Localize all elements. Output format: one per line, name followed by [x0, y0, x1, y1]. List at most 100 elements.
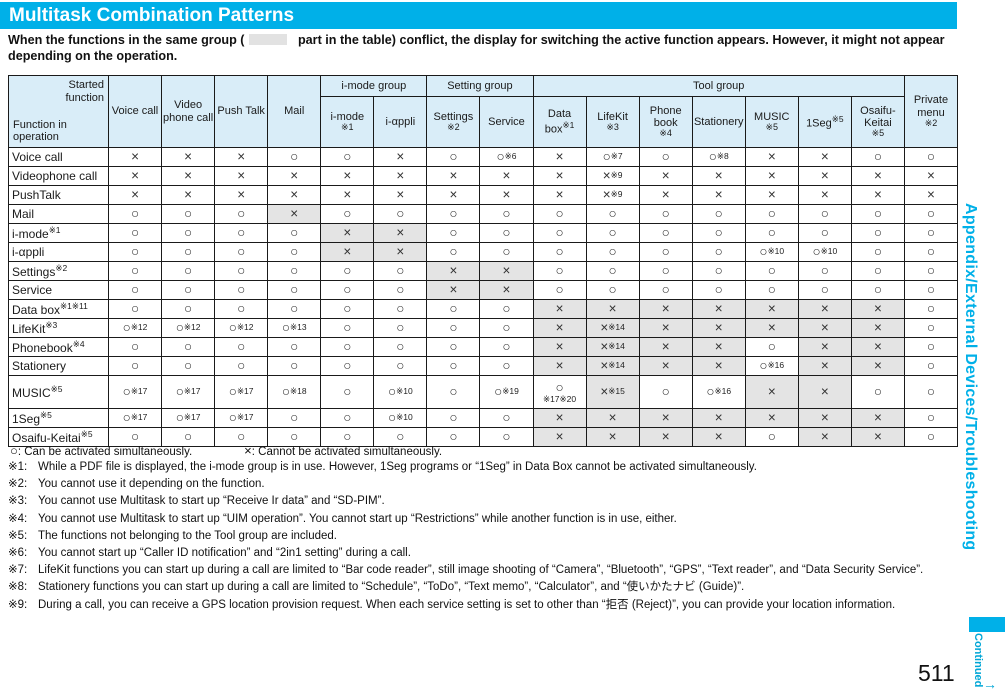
cross-symbol: ×: [555, 168, 564, 183]
circle-symbol: ○: [237, 263, 246, 278]
matrix-cell: ×: [691, 337, 746, 357]
cross-symbol: ×: [873, 168, 882, 183]
matrix-cell: ○: [532, 204, 587, 224]
circle-symbol: ○: [926, 225, 936, 240]
circle-symbol: ○: [555, 282, 564, 297]
matrix-cell: ○: [161, 204, 216, 224]
cross-symbol: ×: [873, 187, 882, 202]
matrix-cell: ○: [161, 299, 216, 319]
cross-symbol: ×: [600, 358, 609, 373]
matrix-cell: ×※15: [585, 375, 640, 409]
cross-symbol: ×: [237, 187, 246, 202]
matrix-cell: ○: [214, 223, 269, 243]
circle-symbol: ○: [661, 149, 670, 164]
matrix-cell: ○: [903, 147, 959, 167]
cell-note: ※13: [290, 322, 307, 332]
matrix-cell: ○: [267, 299, 322, 319]
circle-symbol: ○: [502, 206, 511, 221]
legend-text: : Can be activated simultaneously.: [17, 446, 193, 458]
circle-symbol: ○: [449, 149, 458, 164]
circle-symbol: ○: [10, 443, 18, 458]
cross-symbol: ×: [502, 282, 511, 297]
cross-symbol: ×: [602, 187, 611, 202]
circle-symbol: ○: [926, 320, 936, 335]
matrix-cell: ○: [744, 280, 799, 300]
footnote-text: While a PDF file is displayed, the i-mod…: [38, 461, 757, 473]
matrix-cell: ×: [744, 408, 799, 428]
cross-symbol: ×: [820, 320, 829, 335]
matrix-cell: ○: [797, 261, 852, 281]
circle-symbol: ○: [281, 320, 290, 335]
matrix-cell: ×※9: [585, 185, 640, 205]
circle-symbol: ○: [130, 244, 140, 259]
matrix-cell: ○※12: [107, 318, 163, 338]
footnote: ※6: You cannot start up “Caller ID notifi…: [8, 545, 960, 562]
circle-symbol: ○: [820, 282, 829, 297]
row-label: Videophone call: [8, 166, 109, 186]
cell-note: ※6: [504, 151, 517, 161]
row-label: Service: [8, 280, 109, 300]
intro-pre: When the functions in the same group (: [8, 33, 245, 47]
cross-symbol: ×: [873, 410, 882, 425]
cross-symbol: ×: [131, 149, 139, 164]
row-label: Osaifu-Keitai※5: [8, 427, 109, 447]
matrix-cell: ○: [479, 204, 534, 224]
column-header-label: MUSIC: [754, 110, 790, 123]
circle-symbol: ○: [343, 263, 352, 278]
group-header-row: Started function Function in operation V…: [8, 75, 959, 148]
column-header-label: Video phone call: [163, 99, 214, 124]
matrix-cell: ×: [320, 223, 375, 243]
matrix-cell: ○: [903, 242, 959, 262]
circle-symbol: ○: [608, 225, 617, 240]
matrix-cell: ×: [373, 242, 428, 262]
column-header-row: i-mode ※1 i-αppli Settings ※2 Service Data box…: [9, 96, 958, 148]
table-row: Stationery ○ ○ ○ ○ ○ ○ ○ ○ × ×※14 × × ○※16 × × ○: [8, 356, 959, 376]
page-number: 511: [918, 660, 955, 686]
circle-symbol: ○: [759, 358, 768, 373]
matrix-cell: ○: [903, 223, 959, 243]
matrix-cell: ○※6: [479, 147, 534, 167]
matrix-cell: ×: [744, 185, 799, 205]
matrix-cell: ×: [532, 185, 587, 205]
matrix-cell: ×: [850, 318, 905, 338]
matrix-cell: ○: [161, 223, 216, 243]
circle-symbol: ○: [396, 282, 405, 297]
footnote-text: The functions not belonging to the Tool …: [38, 529, 337, 542]
matrix-cell: ○: [426, 204, 481, 224]
table-row: i-mode※1 ○ ○ ○ ○ × × ○ ○ ○ ○ ○ ○ ○ ○ ○ ○: [8, 223, 959, 243]
matrix-cell: ○: [585, 280, 640, 300]
cross-symbol: ×: [555, 339, 564, 354]
circle-symbol: ○: [343, 206, 352, 221]
cross-symbol: ×: [767, 384, 776, 399]
circle-symbol: ○: [714, 244, 723, 259]
circle-symbol: ○: [502, 320, 511, 335]
matrix-cell: ○※17: [214, 408, 269, 428]
matrix-cell: ×: [532, 356, 587, 376]
matrix-cell: ○: [267, 147, 322, 167]
matrix-cell: ×: [161, 166, 216, 186]
matrix-cell: ○: [373, 427, 428, 447]
matrix-cell: ×: [638, 166, 693, 186]
cross-symbol: ×: [873, 358, 882, 373]
footnote-text: During a call, you can receive a GPS loc…: [38, 598, 896, 611]
cross-symbol: ×: [820, 301, 829, 316]
footnote-ref: ※9:: [8, 598, 28, 611]
matrix-cell: ○※10: [797, 242, 852, 262]
footnote-ref: ※7:: [8, 564, 28, 577]
cross-symbol: ×: [820, 429, 829, 444]
row-label: LifeKit※3: [8, 318, 109, 338]
circle-symbol: ○: [661, 225, 670, 240]
circle-symbol: ○: [228, 320, 237, 335]
circle-symbol: ○: [873, 149, 882, 164]
cross-symbol: ×: [608, 429, 617, 444]
matrix-cell: ×: [797, 318, 852, 338]
matrix-cell: ×: [638, 356, 693, 376]
cross-symbol: ×: [184, 149, 193, 164]
matrix-cell: ○: [320, 427, 375, 447]
matrix-cell: ○: [903, 318, 959, 338]
matrix-cell: ×: [532, 166, 587, 186]
table-row: Settings※2 ○ ○ ○ ○ ○ ○ × × ○ ○ ○ ○ ○ ○ ○ ○: [8, 261, 959, 281]
cross-symbol: ×: [237, 149, 246, 164]
continued-arrow-icon: →: [983, 676, 997, 692]
circle-symbol: ○: [396, 429, 405, 444]
